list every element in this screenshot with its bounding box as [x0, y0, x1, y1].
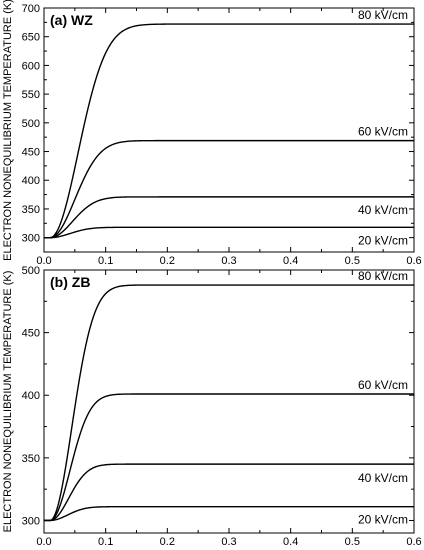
- y-axis-title: ELECTRON NONEQUILIBRIUM TEMPERATURE (K): [2, 271, 14, 533]
- series-label: 20 kV/cm: [358, 233, 408, 247]
- panel-label: (b) ZB: [50, 274, 90, 290]
- series-line-20-kv-cm: [44, 226, 414, 239]
- panel-a: 0.0 0.1 0.2 0.3 0.4 0.5 0.6 300 350 400 450 500 550 6…: [2, 0, 422, 267]
- y-tick-label: 600: [22, 60, 40, 72]
- x-tick-label: 0.0: [36, 255, 51, 267]
- x-tick-label: 0.6: [406, 255, 421, 267]
- y-tick-label: 300: [22, 233, 40, 245]
- series-label: 60 kV/cm: [358, 125, 408, 139]
- x-tick-label: 0.5: [345, 255, 360, 267]
- y-tick-label: 650: [22, 32, 40, 44]
- y-tick-label: 550: [22, 89, 40, 101]
- series-label: 40 kV/cm: [358, 203, 408, 217]
- x-tick-label: 0.5: [345, 536, 360, 548]
- series-line-80-kv-cm: [44, 23, 414, 239]
- y-tick-label: 450: [22, 328, 40, 340]
- series-label: 40 kV/cm: [358, 471, 408, 485]
- series-line-60-kv-cm: [44, 393, 414, 522]
- x-tick-label: 0.0: [36, 536, 51, 548]
- series-label: 80 kV/cm: [358, 8, 408, 22]
- y-tick-label: 300: [22, 515, 40, 527]
- series-line-40-kv-cm: [44, 196, 414, 239]
- y-axis-title: ELECTRON NONEQUILIBRIUM TEMPERATURE (K): [2, 0, 14, 261]
- series-line-20-kv-cm: [44, 506, 414, 522]
- y-tick-label: 450: [22, 147, 40, 159]
- x-tick-label: 0.2: [160, 255, 175, 267]
- x-tick-label: 0.4: [283, 255, 298, 267]
- y-tick-label: 700: [22, 3, 40, 15]
- x-tick-label: 0.4: [283, 536, 298, 548]
- y-tick-label: 500: [22, 118, 40, 130]
- y-tick-label: 350: [22, 204, 40, 216]
- panel-b: 0.0 0.1 0.2 0.3 0.4 0.5 0.6 300 350 400 450 500 ELEC…: [2, 265, 422, 548]
- series-label: 20 kV/cm: [358, 513, 408, 527]
- series-label: 80 kV/cm: [358, 269, 408, 283]
- series-line-40-kv-cm: [44, 463, 414, 522]
- x-tick-label: 0.3: [221, 255, 236, 267]
- series-line-80-kv-cm: [44, 284, 414, 522]
- panel-label: (a) WZ: [50, 12, 93, 28]
- x-tick-label: 0.1: [98, 536, 113, 548]
- x-tick-label: 0.2: [160, 536, 175, 548]
- y-tick-label: 400: [22, 175, 40, 187]
- series-line-60-kv-cm: [44, 139, 414, 239]
- y-tick-label: 400: [22, 390, 40, 402]
- series-label: 60 kV/cm: [358, 378, 408, 392]
- x-tick-label: 0.6: [406, 536, 421, 548]
- y-tick-label: 500: [22, 265, 40, 277]
- x-tick-label: 0.3: [221, 536, 236, 548]
- x-tick-label: 0.1: [98, 255, 113, 267]
- plot-frame: [43, 269, 415, 534]
- y-tick-label: 350: [22, 453, 40, 465]
